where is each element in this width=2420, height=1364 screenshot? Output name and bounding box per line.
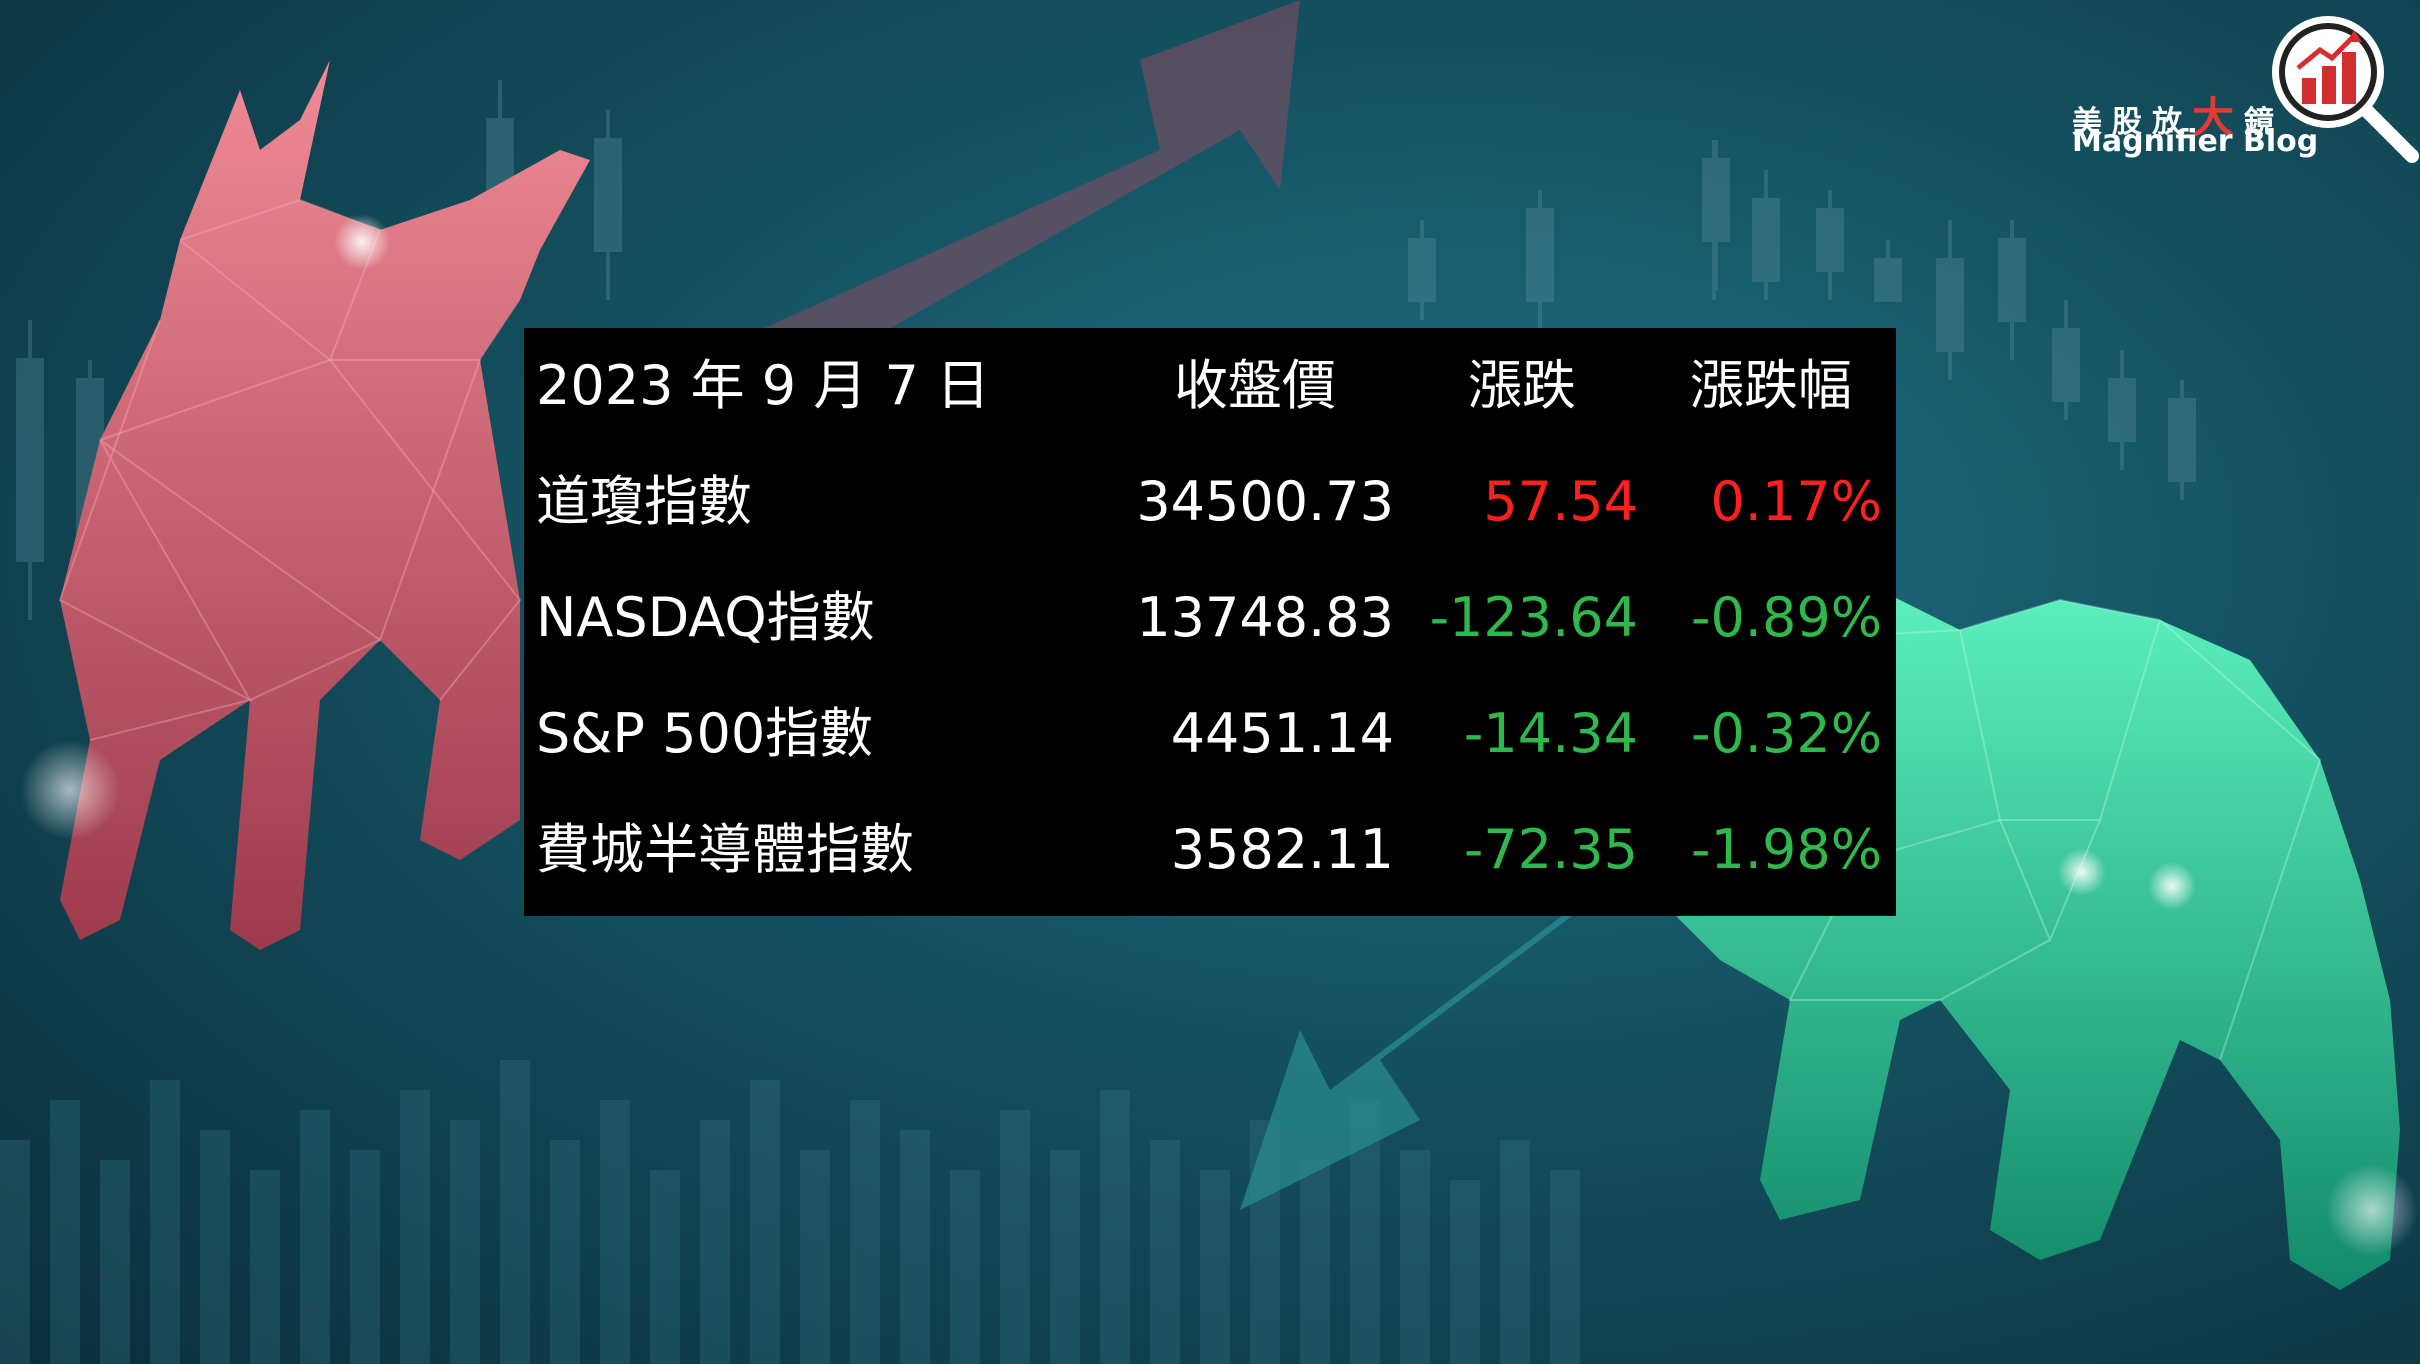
index-name: 道瓊指數 <box>536 470 752 533</box>
logo-english-text: Magnifier Blog <box>2072 124 2319 159</box>
index-pct: 0.17% <box>1710 470 1882 533</box>
index-quote-table: 2023 年 9 月 7 日 收盤價 漲跌 漲跌幅 道瓊指數 34500.73 … <box>524 328 1896 916</box>
table-row: NASDAQ指數 13748.83 -123.64 -0.89% <box>524 560 1896 676</box>
bull-illustration <box>20 60 590 950</box>
index-close: 3582.11 <box>1170 818 1394 881</box>
header-date: 2023 年 9 月 7 日 <box>536 354 990 417</box>
index-close: 34500.73 <box>1136 470 1394 533</box>
index-pct: -0.32% <box>1690 702 1882 765</box>
bear-eye-glow-left <box>2058 848 2106 896</box>
volume-bars-decoration <box>0 1060 1580 1364</box>
index-pct: -0.89% <box>1690 586 1882 649</box>
table-header-row: 2023 年 9 月 7 日 收盤價 漲跌 漲跌幅 <box>524 328 1896 444</box>
table-row: S&P 500指數 4451.14 -14.34 -0.32% <box>524 676 1896 792</box>
logo-chinese-text: 美股放大鏡 <box>2072 84 2284 145</box>
index-close: 13748.83 <box>1136 586 1394 649</box>
index-change: -123.64 <box>1429 586 1638 649</box>
index-pct: -1.98% <box>1690 818 1882 881</box>
bull-eye-glow <box>334 214 390 270</box>
logo-cn-suffix: 鏡 <box>2244 105 2285 140</box>
index-change: 57.54 <box>1483 470 1638 533</box>
index-name: NASDAQ指數 <box>536 586 875 649</box>
magnifier-bar-chart-icon <box>2272 16 2419 163</box>
table-row: 費城半導體指數 3582.11 -72.35 -1.98% <box>524 792 1896 908</box>
logo-cn-big: 大 <box>2192 93 2245 142</box>
bear-eye-glow-right <box>2148 862 2196 910</box>
header-change: 漲跌 <box>1468 354 1576 417</box>
index-change: -14.34 <box>1463 702 1638 765</box>
index-name: 費城半導體指數 <box>536 818 914 881</box>
logo-cn-prefix: 美股放 <box>2072 105 2192 140</box>
index-change: -72.35 <box>1463 818 1638 881</box>
down-arrow-decoration <box>1240 820 1700 1210</box>
table-row: 道瓊指數 34500.73 57.54 0.17% <box>524 444 1896 560</box>
index-name: S&P 500指數 <box>536 702 874 765</box>
index-close: 4451.14 <box>1170 702 1394 765</box>
header-pct: 漲跌幅 <box>1690 354 1852 417</box>
header-close: 收盤價 <box>1174 354 1336 417</box>
